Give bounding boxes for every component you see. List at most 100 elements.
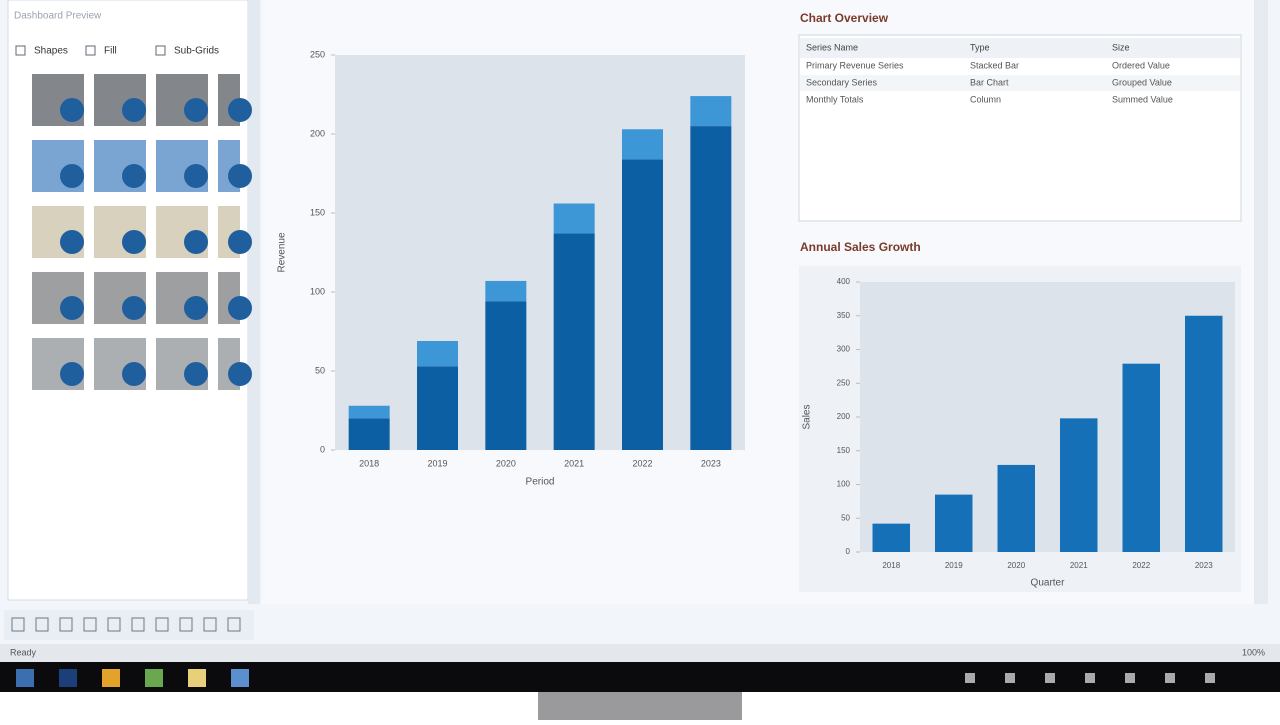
table-cell: Monthly Totals <box>806 94 864 104</box>
thumbnail-glyph <box>60 362 84 386</box>
tray-icon[interactable] <box>965 673 975 683</box>
table-cell: Secondary Series <box>806 77 878 87</box>
x-tick-label: 2022 <box>1132 561 1150 570</box>
tool-button[interactable] <box>59 617 73 632</box>
y-tick-label: 400 <box>837 277 851 286</box>
y-tick-label: 200 <box>310 128 325 138</box>
x-tick-label: 2019 <box>427 458 447 468</box>
sidebar-toolbar <box>4 610 254 640</box>
tray-icon[interactable] <box>1085 673 1095 683</box>
column-header: Series Name <box>806 42 858 52</box>
tray-icon[interactable] <box>1005 673 1015 683</box>
thumbnail-glyph <box>122 362 146 386</box>
x-tick-label: 2018 <box>882 561 900 570</box>
tool-button[interactable] <box>83 617 97 632</box>
bar-segment <box>485 280 527 302</box>
thumbnail-glyph <box>60 296 84 320</box>
tool-button[interactable] <box>35 617 49 632</box>
tray-icon[interactable] <box>1125 673 1135 683</box>
column-header: Size <box>1112 42 1130 52</box>
y-tick-label: 0 <box>320 444 325 454</box>
tool-button[interactable] <box>107 617 121 632</box>
bar-segment <box>348 405 390 419</box>
tray-icon[interactable] <box>1165 673 1175 683</box>
y-tick-label: 0 <box>846 547 851 556</box>
thumbnail-glyph <box>184 98 208 122</box>
splitter[interactable] <box>248 0 260 604</box>
thumbnail-glyph <box>184 230 208 254</box>
thumbnail-glyph <box>228 230 252 254</box>
thumbnail-glyph <box>228 164 252 188</box>
taskbar-icon[interactable] <box>145 669 163 687</box>
y-axis-label: Revenue <box>277 232 288 272</box>
plot-area <box>335 55 745 450</box>
thumbnail-glyph <box>184 362 208 386</box>
table-row[interactable] <box>800 75 1240 91</box>
bar <box>1060 418 1098 552</box>
taskbar-icon[interactable] <box>16 669 34 687</box>
thumbnail-glyph <box>228 98 252 122</box>
bar <box>997 464 1035 552</box>
tool-button[interactable] <box>227 617 241 632</box>
tab[interactable]: Shapes <box>34 46 68 57</box>
tab[interactable]: Fill <box>104 46 117 57</box>
table-row[interactable] <box>800 58 1240 74</box>
x-tick-label: 2019 <box>945 561 963 570</box>
tool-button[interactable] <box>179 617 193 632</box>
bar-segment <box>622 159 663 450</box>
tool-button[interactable] <box>131 617 145 632</box>
bar-segment <box>690 126 732 450</box>
thumbnail-glyph <box>184 296 208 320</box>
bar <box>1122 363 1160 552</box>
table-cell: Stacked Bar <box>970 60 1019 70</box>
tray-icon[interactable] <box>1045 673 1055 683</box>
table-cell: Grouped Value <box>1112 77 1172 87</box>
taskbar-icon[interactable] <box>59 669 77 687</box>
table-row[interactable] <box>800 92 1240 108</box>
tab-icon[interactable] <box>85 45 96 56</box>
x-tick-label: 2021 <box>1070 561 1088 570</box>
bar-segment <box>553 203 595 234</box>
tab-icon[interactable] <box>15 45 26 56</box>
x-tick-label: 2023 <box>701 458 721 468</box>
table-cell: Column <box>970 94 1001 104</box>
table-cell: Primary Revenue Series <box>806 60 904 70</box>
bar <box>935 494 973 552</box>
monitor-stand <box>538 692 742 720</box>
taskbar-icon[interactable] <box>231 669 249 687</box>
tool-button[interactable] <box>203 617 217 632</box>
thumbnail-glyph <box>122 164 146 188</box>
bar-segment <box>690 96 732 127</box>
y-tick-label: 300 <box>837 345 851 354</box>
x-axis-label: Period <box>526 477 555 488</box>
table-header <box>800 38 1240 58</box>
status-bar <box>0 644 1280 662</box>
status-text: 100% <box>1242 647 1265 657</box>
tab[interactable]: Sub-Grids <box>174 46 219 57</box>
y-tick-label: 250 <box>310 49 325 59</box>
thumbnail-glyph <box>122 98 146 122</box>
table-cell: Bar Chart <box>970 77 1009 87</box>
tool-button[interactable] <box>155 617 169 632</box>
taskbar <box>0 662 1280 692</box>
thumbnail-glyph <box>60 164 84 188</box>
x-tick-label: 2023 <box>1195 561 1213 570</box>
thumbnail-glyph <box>184 164 208 188</box>
bar-segment <box>622 129 663 160</box>
tray-icon[interactable] <box>1205 673 1215 683</box>
panel-title: Chart Overview <box>800 11 889 25</box>
y-tick-label: 250 <box>837 378 851 387</box>
tool-button[interactable] <box>11 617 25 632</box>
bar <box>1185 315 1223 552</box>
y-tick-label: 200 <box>837 412 851 421</box>
tab-icon[interactable] <box>155 45 166 56</box>
column-header: Type <box>970 42 990 52</box>
taskbar-icon[interactable] <box>102 669 120 687</box>
y-axis-label: Sales <box>802 404 813 429</box>
bar <box>872 523 910 552</box>
y-tick-label: 100 <box>310 286 325 296</box>
taskbar-icon[interactable] <box>188 669 206 687</box>
x-tick-label: 2018 <box>359 458 379 468</box>
scrollbar[interactable] <box>1254 0 1268 604</box>
